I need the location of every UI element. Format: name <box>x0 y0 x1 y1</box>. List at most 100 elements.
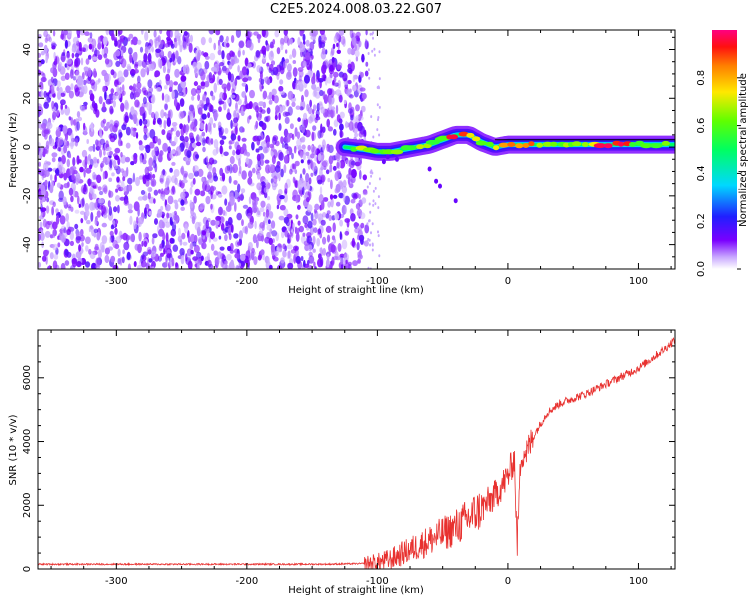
noise-blob <box>326 118 331 128</box>
noise-blob <box>44 230 51 238</box>
noise-blob <box>201 131 206 137</box>
noise-blob <box>321 160 328 167</box>
noise-blob <box>217 121 222 129</box>
noise-blob <box>233 117 239 124</box>
noise-blob <box>52 260 58 269</box>
noise-blob <box>144 213 147 219</box>
noise-blob <box>40 71 44 76</box>
noise-blob <box>278 215 285 221</box>
noise-blob <box>96 158 100 164</box>
noise-blob <box>144 110 147 119</box>
noise-blob <box>136 88 142 95</box>
noise-blob <box>307 220 313 229</box>
noise-blob <box>92 143 96 153</box>
noise-blob <box>128 33 134 39</box>
noise-blob <box>201 51 205 56</box>
noise-blob <box>129 54 133 64</box>
noise-blob <box>184 223 189 234</box>
noise-blob <box>289 38 293 45</box>
noise-blob <box>219 92 225 101</box>
noise-blob <box>148 210 152 216</box>
noise-blob <box>146 91 153 99</box>
noise-blob <box>237 135 241 142</box>
noise-blob <box>115 164 118 170</box>
noise-blob <box>150 178 157 187</box>
noise-blob <box>142 159 147 165</box>
noise-blob <box>157 208 163 218</box>
noise-blob <box>291 163 295 170</box>
noise-blob <box>135 132 139 139</box>
noise-blob <box>239 70 243 80</box>
noise-blob <box>229 164 233 174</box>
noise-blob <box>263 77 268 82</box>
noise-blob <box>376 103 379 107</box>
noise-blob <box>39 150 43 161</box>
noise-blob <box>93 232 97 238</box>
noise-blob <box>254 220 257 230</box>
noise-blob <box>103 53 108 59</box>
noise-blob <box>63 30 68 36</box>
noise-blob <box>204 60 210 70</box>
noise-blob <box>104 58 110 65</box>
noise-blob <box>310 212 314 222</box>
noise-blob <box>155 36 160 42</box>
noise-blob <box>144 152 147 161</box>
noise-blob <box>179 98 185 107</box>
noise-blob <box>225 220 229 227</box>
noise-blob <box>355 115 360 120</box>
noise-blob <box>67 30 72 38</box>
noise-blob <box>81 72 85 80</box>
noise-blob <box>173 169 180 177</box>
noise-blob <box>334 212 340 221</box>
noise-blob <box>97 186 102 191</box>
noise-blob <box>120 140 123 146</box>
noise-blob <box>227 217 233 226</box>
noise-blob <box>121 256 125 264</box>
noise-blob <box>342 72 348 82</box>
noise-blob <box>72 187 76 197</box>
noise-blob <box>230 224 234 233</box>
noise-blob <box>235 30 241 38</box>
noise-blob <box>207 164 213 172</box>
noise-blob <box>180 127 185 137</box>
noise-blob <box>167 195 174 205</box>
noise-blob <box>72 157 76 167</box>
noise-blob <box>335 183 341 193</box>
noise-blob <box>224 234 228 242</box>
noise-blob <box>74 87 80 97</box>
noise-blob <box>271 145 275 154</box>
noise-blob <box>166 117 171 127</box>
noise-blob <box>234 93 240 102</box>
noise-blob <box>322 212 327 218</box>
noise-blob <box>154 111 159 120</box>
noise-blob <box>248 31 253 37</box>
noise-blob <box>373 47 376 51</box>
noise-blob <box>60 262 66 269</box>
noise-blob <box>259 70 263 80</box>
noise-blob <box>138 231 142 242</box>
noise-blob <box>187 249 192 259</box>
noise-blob <box>276 204 280 210</box>
noise-blob <box>255 148 260 153</box>
snr-y-axis-label: SNR (10 * v/v) <box>8 414 19 485</box>
noise-blob <box>241 91 247 98</box>
noise-blob <box>149 129 156 139</box>
noise-blob <box>221 185 228 195</box>
noise-blob <box>120 151 123 158</box>
noise-blob <box>378 50 381 54</box>
noise-blob <box>176 33 182 38</box>
noise-blob <box>93 68 97 78</box>
noise-blob <box>222 209 226 216</box>
noise-blob <box>230 94 236 99</box>
noise-blob <box>260 78 265 86</box>
noise-blob <box>124 101 130 111</box>
noise-blob <box>193 244 200 253</box>
noise-blob <box>307 244 313 252</box>
noise-blob <box>275 105 280 113</box>
noise-blob <box>123 69 129 78</box>
noise-blob <box>333 119 339 128</box>
noise-blob <box>301 124 306 134</box>
noise-blob <box>369 32 372 36</box>
noise-blob <box>373 53 376 57</box>
noise-blob <box>292 176 296 184</box>
